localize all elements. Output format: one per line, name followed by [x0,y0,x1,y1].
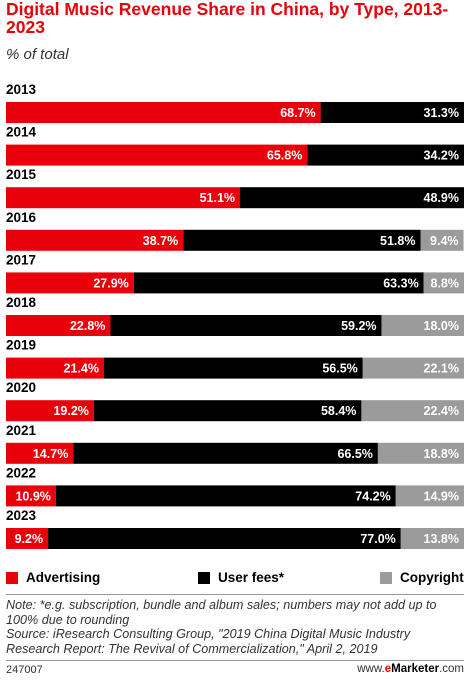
bar-advertising-2014 [6,144,308,166]
emarketer-link[interactable]: www.eMarketer.com [357,663,464,675]
bar-user-fees-2022 [55,485,396,507]
legend-item-copyright: Copyright [380,570,464,585]
bar-user-fees-2017 [133,272,424,294]
brand-suffix: .com [439,663,464,675]
year-label-2023: 2023 [6,508,37,523]
year-label-2018: 2018 [6,295,37,310]
year-label-2017: 2017 [6,252,36,267]
brand-e-logo: e [384,663,392,675]
footnote-source: Source: iResearch Consulting Group, "201… [6,627,411,656]
value-label-copyright-2020: 22.4% [424,404,459,418]
bar-advertising-2022 [6,485,56,507]
bar-copyright-2016 [420,229,464,251]
bar-copyright-2020 [361,400,464,422]
bar-user-fees-2021 [73,442,378,464]
value-label-copyright-2018: 18.0% [424,319,459,333]
year-label-2016: 2016 [6,210,37,225]
bar-user-fees-2019 [104,357,363,379]
chart-legend: Advertising User fees* Copyright [6,570,464,586]
value-label-advertising-2018: 22.8% [70,319,105,333]
value-label-copyright-2017: 8.8% [431,276,460,290]
legend-label-advertising: Advertising [26,570,101,585]
bar-copyright-2019 [362,357,464,379]
value-label-advertising-2023: 9.2% [15,532,44,546]
chart-id: 247007 [6,664,43,676]
value-label-user-fees-2023: 77.0% [360,532,395,546]
bar-user-fees-2015 [240,187,464,209]
bar-user-fees-2016 [183,229,421,251]
value-label-advertising-2016: 38.7% [143,234,178,248]
bar-user-fees-2014 [307,144,464,166]
value-label-advertising-2021: 14.7% [33,447,68,461]
footnote: Note: *e.g. subscription, bundle and alb… [6,598,466,656]
value-label-copyright-2016: 9.4% [430,234,459,248]
value-label-advertising-2017: 27.9% [93,276,128,290]
year-label-2019: 2019 [6,338,36,353]
value-label-user-fees-2018: 59.2% [341,319,376,333]
brand-name: Marketer [391,663,440,675]
year-label-2021: 2021 [6,423,37,438]
legend-label-user-fees: User fees* [218,570,285,585]
value-label-user-fees-2019: 56.5% [322,362,357,376]
year-label-2014: 2014 [6,125,37,140]
bar-user-fees-2020 [93,400,362,422]
legend-label-copyright: Copyright [400,570,464,585]
bar-copyright-2018 [381,315,464,336]
value-label-copyright-2019: 22.1% [424,362,459,376]
value-label-user-fees-2022: 74.2% [355,489,390,503]
bar-advertising-2020 [6,400,94,422]
chart-title: Digital Music Revenue Share in China, by… [6,0,449,37]
bar-advertising-2013 [6,102,321,123]
bar-advertising-2023 [6,528,49,549]
value-label-user-fees-2020: 58.4% [321,404,356,418]
bar-advertising-2017 [6,272,134,294]
value-label-copyright-2022: 14.9% [424,489,459,503]
value-label-copyright-2023: 13.8% [424,532,459,546]
bar-user-fees-2018 [110,315,382,336]
legend-item-user-fees: User fees* [198,570,284,585]
legend-swatch-advertising [6,571,18,584]
bar-copyright-2022 [395,485,464,507]
bar-advertising-2018 [6,315,111,336]
value-label-advertising-2020: 19.2% [53,404,88,418]
footer-divider [6,660,464,661]
bar-user-fees-2023 [48,528,401,549]
bar-copyright-2023 [400,528,464,549]
value-label-user-fees-2016: 51.8% [380,234,415,248]
value-label-user-fees-2021: 66.5% [337,447,372,461]
value-label-copyright-2021: 18.8% [424,447,459,461]
bar-copyright-2021 [377,442,464,464]
brand-prefix: www. [357,663,385,675]
bar-advertising-2015 [6,187,241,209]
value-label-advertising-2013: 68.7% [280,106,315,120]
year-label-2013: 2013 [6,82,37,97]
year-label-2020: 2020 [6,380,36,395]
legend-divider [6,594,464,595]
value-label-user-fees-2017: 63.3% [383,276,418,290]
legend-swatch-copyright [380,571,392,584]
value-label-advertising-2015: 51.1% [200,191,235,205]
value-label-user-fees-2014: 34.2% [424,149,459,163]
bar-advertising-2021 [6,442,74,464]
year-label-2022: 2022 [6,465,36,480]
value-label-advertising-2019: 21.4% [64,362,99,376]
chart-subtitle: % of total [6,46,69,63]
year-label-2015: 2015 [6,167,37,182]
footnote-note: Note: *e.g. subscription, bundle and alb… [6,598,437,627]
legend-item-advertising: Advertising [6,570,100,585]
bar-advertising-2019 [6,357,105,379]
value-label-user-fees-2015: 48.9% [424,191,459,205]
value-label-advertising-2014: 65.8% [267,149,302,163]
legend-swatch-user-fees [198,571,210,584]
bar-copyright-2017 [423,272,464,294]
bar-advertising-2016 [6,229,184,251]
value-label-advertising-2022: 10.9% [15,489,50,503]
value-label-user-fees-2013: 31.3% [424,106,459,120]
bar-user-fees-2013 [320,102,464,123]
